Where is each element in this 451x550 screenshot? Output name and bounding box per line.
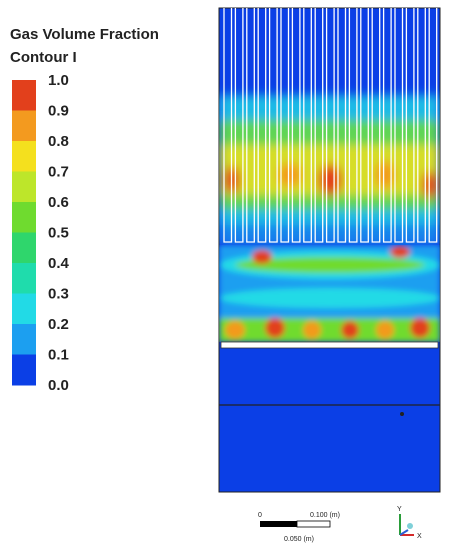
legend-tick-label: 0.9	[48, 103, 69, 120]
color-band	[12, 171, 36, 203]
legend-tick-label: 0.3	[48, 286, 69, 303]
tube	[325, 8, 335, 243]
scale-middle: 0.050 (m)	[284, 536, 314, 543]
tube	[223, 8, 233, 243]
tube	[360, 8, 369, 243]
legend-tick-label: 0.7	[48, 164, 69, 181]
tube	[314, 8, 324, 243]
scale-end: 0.100 (m)	[310, 512, 340, 519]
triad-y: Y	[397, 506, 402, 513]
color-band	[12, 202, 36, 233]
tube	[246, 8, 255, 243]
legend-tick-label: 1.0	[48, 72, 69, 89]
color-band	[12, 324, 36, 355]
legend-tick-label: 0.8	[48, 133, 69, 150]
tube	[337, 8, 347, 243]
axis-triad: Y X	[397, 506, 422, 540]
color-band	[12, 80, 36, 111]
legend-tick-label: 0.2	[48, 316, 69, 333]
legend-tick-label: 0.1	[48, 347, 69, 364]
color-band	[12, 354, 36, 386]
tube	[268, 8, 278, 243]
legend-title: Gas Volume Fraction	[10, 26, 159, 43]
tube	[348, 8, 358, 243]
tube	[303, 8, 312, 243]
tube	[371, 8, 381, 243]
tube	[382, 8, 392, 243]
contour	[218, 7, 441, 493]
color-band	[12, 293, 36, 325]
tube	[405, 8, 415, 243]
triad-x: X	[417, 533, 422, 540]
color-band	[12, 110, 36, 142]
legend-tick-label: 0.0	[48, 377, 69, 394]
tube	[234, 8, 244, 243]
tube	[291, 8, 301, 243]
color-band	[12, 141, 36, 172]
color-band	[12, 263, 36, 294]
color-band	[12, 232, 36, 264]
tube	[394, 8, 404, 243]
tube	[417, 8, 426, 243]
legend-tick-label: 0.5	[48, 225, 69, 242]
legend-title: Contour I	[10, 49, 77, 66]
scale-bar: 0 0.100 (m) 0.050 (m)	[258, 512, 340, 543]
legend-tick-label: 0.6	[48, 194, 69, 211]
tube	[428, 8, 438, 243]
tube	[280, 8, 290, 243]
scale-start: 0	[258, 512, 262, 519]
legend-tick-label: 0.4	[48, 255, 70, 272]
color-bar: 1.0 0.9 0.8 0.7 0.6 0.5 0.4 0.3 0.2 0.1 0.0	[12, 72, 70, 394]
tube	[257, 8, 267, 243]
